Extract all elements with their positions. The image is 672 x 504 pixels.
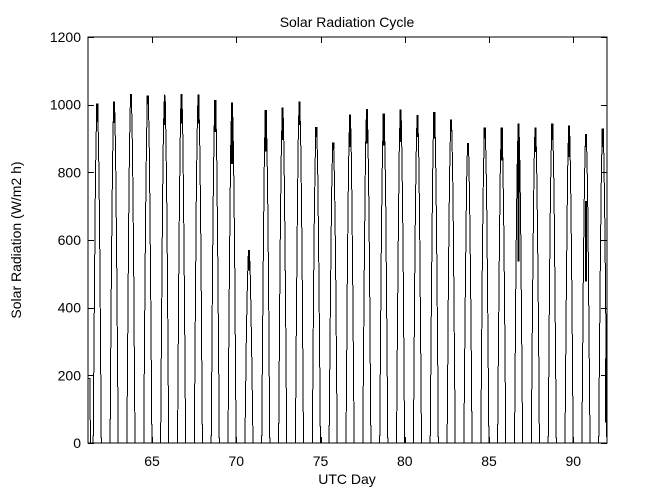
x-tick-label: 90 <box>566 453 582 469</box>
x-tick-label: 80 <box>397 453 413 469</box>
plot-area: 65 70 75 80 85 90 0 200 400 600 800 1000 1200 <box>50 29 608 469</box>
y-tick-label: 800 <box>58 164 82 180</box>
y-axis-label: Solar Radiation (W/m2 h) <box>8 161 24 318</box>
chart-title: Solar Radiation Cycle <box>280 14 415 30</box>
y-tick-label: 1000 <box>50 97 81 113</box>
y-tick-label: 600 <box>58 232 82 248</box>
y-tick-label: 200 <box>58 367 82 383</box>
x-tick-label: 70 <box>228 453 244 469</box>
y-tick-label: 400 <box>58 300 82 316</box>
x-tick-label: 75 <box>313 453 329 469</box>
x-tick-label: 85 <box>481 453 497 469</box>
x-tick-label: 65 <box>144 453 160 469</box>
y-tick-label: 0 <box>73 435 81 451</box>
y-tick-label: 1200 <box>50 29 81 45</box>
radiation-line <box>88 93 608 444</box>
x-axis-label: UTC Day <box>318 471 376 487</box>
